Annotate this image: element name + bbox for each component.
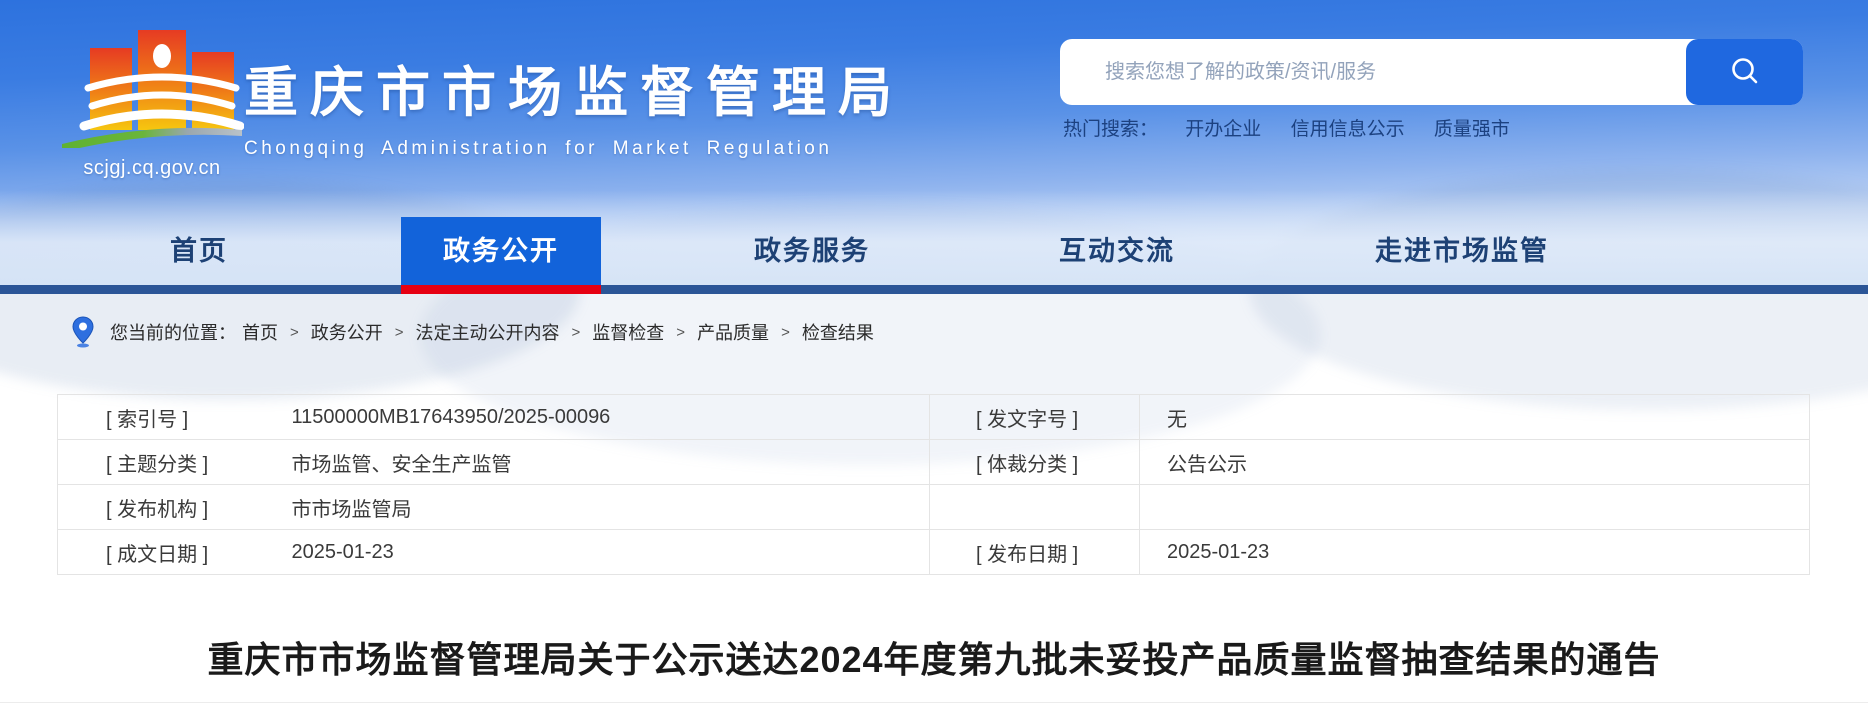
- search-bar: [1060, 39, 1803, 105]
- breadcrumb-separator: >: [781, 323, 790, 341]
- nav-bottom-bar: [0, 285, 1868, 294]
- nav-tab-home[interactable]: 首页: [170, 236, 228, 266]
- search-button[interactable]: [1686, 39, 1803, 105]
- table-row: [ 发布机构 ] 市市场监管局: [57, 484, 1810, 530]
- meta-value-empty: [1139, 484, 1810, 530]
- breadcrumb-home[interactable]: 首页: [242, 323, 278, 343]
- breadcrumb-supervision[interactable]: 监督检查: [592, 323, 665, 343]
- meta-value-genre-class: 公告公示: [1139, 439, 1810, 485]
- breadcrumb-separator: >: [290, 323, 299, 341]
- article-title: 重庆市市场监督管理局关于公示送达2024年度第九批未妥投产品质量监督抽查结果的通…: [207, 639, 1661, 680]
- document-meta-table: [ 索引号 ] 11500000MB17643950/2025-00096 [ …: [57, 394, 1810, 575]
- breadcrumb-separator: >: [394, 323, 404, 341]
- site-title: 重庆市市场监督管理局: [244, 63, 904, 123]
- hot-search-item-quality[interactable]: 质量强市: [1433, 119, 1510, 140]
- breadcrumb-check-result[interactable]: 检查结果: [801, 323, 874, 343]
- nav-tab-gov-service[interactable]: 政务服务: [754, 236, 870, 266]
- hot-search: 热门搜索： 开办企业 信用信息公示 质量强市: [1063, 114, 1534, 141]
- meta-value-written-date: 2025-01-23: [291, 529, 930, 575]
- breadcrumb: 您当前的位置： 首页 > 政务公开 > 法定主动公开内容 > 监督检查 > 产品…: [72, 314, 874, 350]
- meta-label-doc-no: [ 发文字号 ]: [929, 394, 1140, 440]
- mist-decoration: [0, 190, 1868, 285]
- meta-value-publisher: 市市场监管局: [291, 484, 930, 530]
- meta-label-publisher: [ 发布机构 ]: [57, 484, 292, 530]
- meta-value-index-no: 11500000MB17643950/2025-00096: [291, 394, 930, 440]
- active-tab-underline: [401, 285, 601, 294]
- meta-label-written-date: [ 成文日期 ]: [106, 543, 209, 566]
- search-input[interactable]: [1060, 39, 1680, 105]
- section-divider: [0, 702, 1868, 703]
- meta-label-index-no: [ 索引号 ]: [57, 394, 292, 440]
- nav-tab-about[interactable]: 走进市场监管: [1375, 236, 1549, 266]
- meta-value-publish-date: 2025-01-23: [1167, 540, 1270, 563]
- search-icon: [1731, 58, 1757, 84]
- meta-label-genre-class: [ 体裁分类 ]: [929, 439, 1140, 485]
- site-titles: 重庆市市场监督管理局 Chongqing Administration for …: [244, 48, 904, 160]
- breadcrumb-separator: >: [571, 323, 581, 341]
- hot-search-item-credit[interactable]: 信用信息公示: [1290, 119, 1405, 140]
- site-banner: scjgj.cq.gov.cn 重庆市市场监督管理局 Chongqing Adm…: [0, 0, 1868, 465]
- breadcrumb-label: 您当前的位置：: [110, 323, 236, 343]
- logo-building-icon: [62, 30, 245, 152]
- breadcrumb-product-quality[interactable]: 产品质量: [697, 323, 770, 343]
- nav-tab-gov-open[interactable]: 政务公开: [401, 217, 601, 285]
- meta-value-topic-class: 市场监管、安全生产监管: [291, 439, 930, 485]
- breadcrumb-separator: >: [676, 323, 686, 341]
- location-pin-icon: [72, 316, 94, 348]
- site-subtitle: Chongqing Administration for Market Regu…: [244, 138, 833, 159]
- breadcrumb-gov-open[interactable]: 政务公开: [310, 323, 383, 343]
- hot-search-label: 热门搜索：: [1063, 119, 1159, 140]
- meta-value-doc-no: 无: [1139, 394, 1810, 440]
- table-row: [ 主题分类 ] 市场监管、安全生产监管 [ 体裁分类 ] 公告公示: [57, 439, 1810, 485]
- site-domain: scjgj.cq.gov.cn: [83, 157, 221, 179]
- hot-search-item-kaiban[interactable]: 开办企业: [1185, 119, 1262, 140]
- site-logo[interactable]: scjgj.cq.gov.cn: [60, 20, 245, 180]
- meta-label-empty: [929, 484, 1140, 530]
- breadcrumb-legal-open[interactable]: 法定主动公开内容: [415, 323, 560, 343]
- meta-label-publish-date: [ 发布日期 ]: [929, 529, 1140, 575]
- nav-tab-interaction[interactable]: 互动交流: [1059, 236, 1175, 266]
- main-nav: 首页 政务公开 政务服务 互动交流 走进市场监管: [0, 217, 1868, 285]
- table-row: [ 索引号 ] 11500000MB17643950/2025-00096 [ …: [57, 394, 1810, 440]
- meta-label-topic-class: [ 主题分类 ]: [57, 439, 292, 485]
- table-row: [ 成文日期 ] 2025-01-23 [ 发布日期 ] 2025-01-23: [58, 529, 1810, 575]
